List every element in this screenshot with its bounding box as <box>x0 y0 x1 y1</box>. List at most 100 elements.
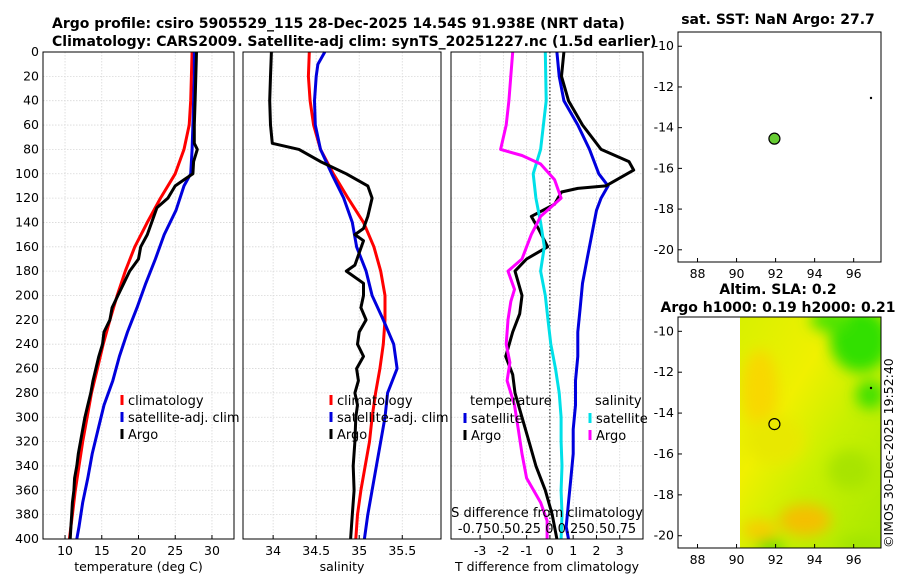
figure-title-line2: Climatology: CARS2009. Satellite-adj cli… <box>52 34 656 50</box>
sst-map-title: sat. SST: NaN Argo: 27.7 <box>681 12 875 28</box>
map-x-tick-label: 88 <box>690 266 706 281</box>
map-x-tick-label: 94 <box>807 266 823 281</box>
legend-label: satellite-adj. clim <box>337 411 449 426</box>
legend-label: climatology <box>337 394 413 409</box>
y-tick-label: 340 <box>15 458 39 473</box>
map-y-tick-label: -14 <box>654 120 674 135</box>
legend-title-salinity: salinity <box>595 394 642 409</box>
argo-location-marker-sla <box>768 418 781 431</box>
plot-frame <box>42 51 235 540</box>
legend-label: satellite <box>596 412 648 427</box>
x-tick-label: 10 <box>57 543 73 558</box>
series-line-t-argo <box>504 51 636 540</box>
x-tick-label: 25 <box>167 543 183 558</box>
y-tick-label: 200 <box>15 288 39 303</box>
x-tick-label: 35.5 <box>388 543 416 558</box>
sla-map-title-line1: Altim. SLA: 0.2 <box>719 282 836 298</box>
x-tick-label: 20 <box>131 543 147 558</box>
x-axis-label: salinity <box>320 559 365 574</box>
map-x-tick-label: 96 <box>846 552 862 567</box>
x-tick-label: 2 <box>592 543 600 558</box>
profile-panel-differences: -3 -2 -1 0 1 2 3T difference from climatology t… <box>450 51 648 574</box>
y-tick-label: 160 <box>15 239 39 254</box>
map-y-tick-label: -20 <box>654 242 674 257</box>
x-tick-label: 30 <box>204 543 220 558</box>
plot-frame <box>450 51 644 540</box>
y-tick-label: 360 <box>15 482 39 497</box>
map-y-tick-label: -10 <box>654 38 674 53</box>
map-y-tick-label: -12 <box>654 79 674 94</box>
profile-panel-temperature: 10 15 20 25 30020406080100120140160180200220… <box>15 44 239 574</box>
series-line-s-argo <box>499 51 563 539</box>
x-tick-label: -2 <box>497 543 509 558</box>
figure-title-line1: Argo profile: csiro 5905529_115 28-Dec-2… <box>52 16 625 32</box>
sla-color-field <box>740 317 881 548</box>
x-axis-label: T difference from climatology <box>454 559 640 574</box>
map-x-tick-label: 88 <box>690 552 706 567</box>
sst-map-frame <box>677 31 882 263</box>
map-y-tick-label: -16 <box>654 446 674 461</box>
sst-map: sat. SST: NaN Argo: 27.7 88 90 92 94 96 -10 -1… <box>654 12 882 281</box>
legend-label: Argo <box>337 428 367 443</box>
y-tick-label: 260 <box>15 361 39 376</box>
series-line-s-satellite <box>531 51 564 540</box>
legend-label: Argo <box>596 429 626 444</box>
y-tick-label: 240 <box>15 336 39 351</box>
series-line-argo <box>268 51 374 540</box>
y-tick-label: 380 <box>15 507 39 522</box>
legend-label: Argo <box>128 428 158 443</box>
map-x-tick-label: 90 <box>729 552 745 567</box>
y-tick-label: 40 <box>23 93 39 108</box>
x-tick-label: -1 <box>520 543 532 558</box>
sst-dot-marker <box>869 96 873 100</box>
series-line-t-satellite <box>555 51 610 540</box>
map-x-tick-label: 92 <box>768 552 784 567</box>
map-x-tick-label: 96 <box>846 266 862 281</box>
footer-timestamp: ©IMOS 30-Dec-2025 19:52:40 <box>881 358 896 548</box>
legend-label: Argo <box>471 429 501 444</box>
series-line-satellite-adj-clim <box>313 51 399 540</box>
series-line-argo <box>68 51 199 540</box>
y-tick-label: 140 <box>15 214 39 229</box>
x-tick-label: -3 <box>474 543 486 558</box>
profile-panels: 10 15 20 25 30020406080100120140160180200220… <box>15 44 648 574</box>
x-tick-label: 35 <box>351 543 367 558</box>
x-axis-label: temperature (deg C) <box>74 559 203 574</box>
x-tick-label: 0 <box>546 543 554 558</box>
y-tick-label: 80 <box>23 141 39 156</box>
map-y-tick-label: -18 <box>654 487 674 502</box>
argo-location-marker <box>768 132 781 145</box>
plot-frame <box>242 51 442 540</box>
map-x-tick-label: 90 <box>729 266 745 281</box>
y-tick-label: 100 <box>15 166 39 181</box>
y-tick-label: 280 <box>15 385 39 400</box>
map-y-tick-label: -16 <box>654 160 674 175</box>
sla-map: Altim. SLA: 0.2 Argo h1000: 0.19 h2000: … <box>654 282 896 567</box>
y-tick-label: 60 <box>23 117 39 132</box>
x-tick-label: 1 <box>569 543 577 558</box>
legend-label: satellite <box>471 412 523 427</box>
x-tick-label: 34 <box>265 543 281 558</box>
map-y-tick-label: -20 <box>654 528 674 543</box>
y-tick-label: 0 <box>31 44 39 59</box>
profile-panel-salinity: 34 34.5 35 35.5 salinity climatology satellite… <box>242 51 449 574</box>
sla-dot-marker <box>869 386 873 390</box>
salinity-axis-ticks: -0.750.50.25 0 0.250.50.75 <box>458 522 636 537</box>
map-y-tick-label: -18 <box>654 201 674 216</box>
y-tick-label: 300 <box>15 409 39 424</box>
salinity-axis-label: S difference from climatology <box>451 506 643 521</box>
sla-map-title-line2: Argo h1000: 0.19 h2000: 0.21 <box>660 300 895 316</box>
y-tick-label: 180 <box>15 263 39 278</box>
map-y-tick-label: -10 <box>654 323 674 338</box>
x-tick-label: 34.5 <box>302 543 330 558</box>
y-tick-label: 400 <box>15 531 39 546</box>
map-y-tick-label: -14 <box>654 405 674 420</box>
y-tick-label: 220 <box>15 312 39 327</box>
y-tick-label: 320 <box>15 434 39 449</box>
map-x-tick-label: 94 <box>807 552 823 567</box>
legend-title-temperature: temperature <box>470 394 552 409</box>
series-line-satellite-adj-clim <box>75 52 196 540</box>
map-x-tick-label: 92 <box>768 266 784 281</box>
map-y-tick-label: -12 <box>654 364 674 379</box>
